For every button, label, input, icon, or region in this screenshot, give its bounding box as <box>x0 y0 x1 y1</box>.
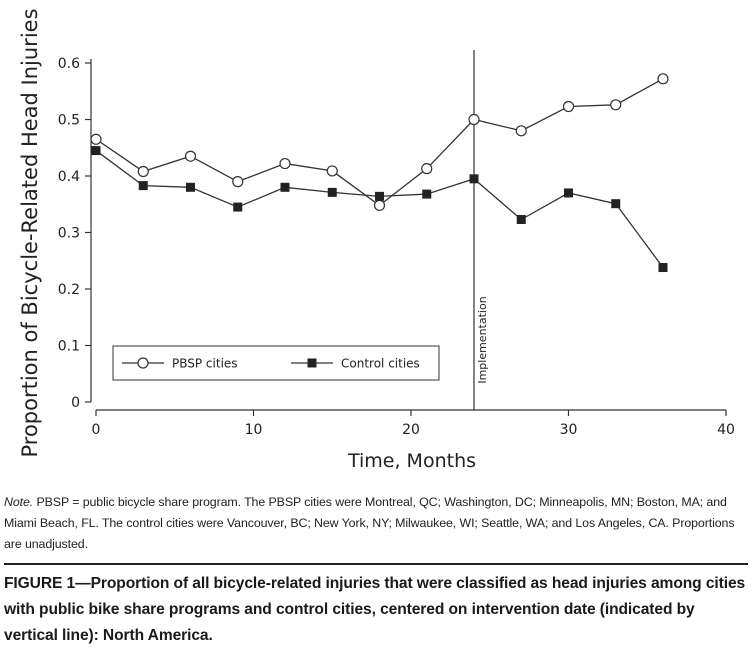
y-axis-label: Proportion of Bicycle-Related Head Injur… <box>18 8 42 457</box>
control-point <box>91 146 101 156</box>
note-text: PBSP = public bicycle share program. The… <box>4 495 735 551</box>
control-point <box>658 263 668 273</box>
y-tick-label: 0.2 <box>58 282 80 298</box>
pbsp-point <box>90 133 102 145</box>
y-tick-label: 0.1 <box>58 339 80 355</box>
note-label: Note. <box>4 495 34 509</box>
control-point <box>280 182 290 192</box>
pbsp-point <box>657 73 669 85</box>
pbsp-point <box>137 165 149 178</box>
control-point <box>516 215 526 225</box>
pbsp-point <box>562 100 575 113</box>
control-point <box>138 181 148 191</box>
x-tick-label: 30 <box>560 422 578 438</box>
implementation-label: Implementation <box>476 296 489 383</box>
y-tick-label: 0.4 <box>58 169 80 185</box>
pbsp-point <box>326 165 338 177</box>
plot-area: 0 0.1 0.2 0.3 0.4 0.5 0.6 0 10 20 30 40 Implementat… <box>58 50 735 438</box>
pbsp-point <box>610 99 622 111</box>
control-point <box>611 199 621 209</box>
figure-note: Note. PBSP = public bicycle share progra… <box>4 492 746 555</box>
y-tick-label: 0 <box>71 395 80 411</box>
control-point <box>186 182 195 192</box>
chart: Proportion of Bicycle-Related Head Injur… <box>18 8 735 472</box>
control-point <box>469 174 479 184</box>
control-point <box>422 189 432 199</box>
x-tick-label: 0 <box>92 422 101 438</box>
figure-caption: FIGURE 1—Proportion of all bicycle-relat… <box>4 563 748 649</box>
pbsp-point <box>184 150 197 162</box>
legend-box <box>112 345 440 381</box>
pbsp-point <box>421 163 433 175</box>
control-point <box>233 202 243 212</box>
control-point <box>375 191 384 201</box>
control-point <box>564 188 573 198</box>
pbsp-point <box>279 157 291 170</box>
y-tick-label: 0.5 <box>58 113 80 129</box>
x-tick-label: 40 <box>717 422 735 438</box>
x-axis-label: Time, Months <box>347 450 476 472</box>
control-point <box>327 187 337 197</box>
legend-pbsp-label: PBSP cities <box>172 357 238 371</box>
pbsp-point <box>515 125 527 137</box>
pbsp-point <box>373 199 386 211</box>
pbsp-point <box>232 176 244 188</box>
legend-pbsp-marker <box>137 357 149 369</box>
x-tick-label: 20 <box>402 422 420 438</box>
y-tick-label: 0.6 <box>58 56 80 72</box>
x-tick-label: 10 <box>245 422 263 438</box>
y-tick-label: 0.3 <box>58 226 80 242</box>
legend-control-label: Control cities <box>341 357 420 371</box>
pbsp-point <box>468 113 480 126</box>
legend-control-marker <box>307 358 317 368</box>
